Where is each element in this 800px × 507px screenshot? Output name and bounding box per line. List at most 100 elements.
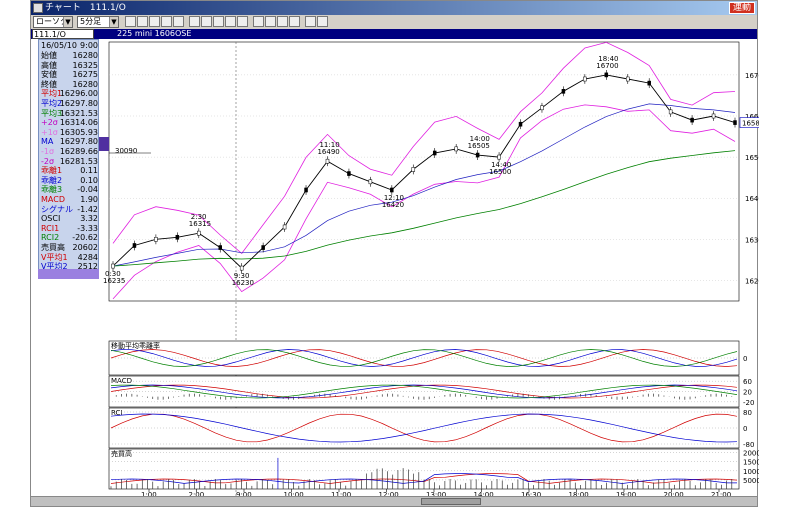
panel-row-value: 16296.00 xyxy=(59,89,98,99)
panel-row-value: 16280 xyxy=(72,51,98,60)
panel-row-label: 始値 xyxy=(41,51,57,60)
contract-label: 225 mini 1606 xyxy=(117,29,176,38)
scrollbar-thumb[interactable] xyxy=(421,498,481,505)
annotation-price: 16700 xyxy=(596,62,618,70)
price-panel-frame xyxy=(108,41,740,302)
time-tick-label: 18:00 xyxy=(569,491,589,499)
candle-body xyxy=(540,105,544,111)
eraser-tool-icon[interactable] xyxy=(265,16,276,27)
check-tool-icon[interactable] xyxy=(225,16,236,27)
time-tick-label: 19:00 xyxy=(616,491,636,499)
panel-row-value: 16297.80 xyxy=(59,137,98,147)
candle-body xyxy=(282,224,287,230)
help-tool-icon[interactable] xyxy=(289,16,300,27)
time-tick-label: 12:00 xyxy=(379,491,399,499)
candle-body xyxy=(561,89,566,94)
window-tool-icon[interactable] xyxy=(173,16,184,27)
panel-row: RCI1 -3.33 xyxy=(39,224,100,234)
chevron-down-icon: ▼ xyxy=(63,17,72,27)
candle-body xyxy=(432,150,437,156)
panel-row-value: -3.33 xyxy=(77,223,98,233)
current-price-label: 16584 xyxy=(742,120,759,128)
panel-row: 平均2 16297.80 xyxy=(39,99,100,109)
candle-body xyxy=(218,245,222,250)
annotation-price: 16230 xyxy=(232,279,254,287)
horizontal-scrollbar[interactable] xyxy=(31,496,757,506)
moving-average-line xyxy=(112,103,736,267)
symbol-input[interactable]: 111.1/O xyxy=(32,29,94,39)
panel-row-label: 乖離1 xyxy=(41,166,63,176)
cross-tool-icon[interactable] xyxy=(201,16,212,27)
sub-tick-label: 5000 xyxy=(743,477,759,485)
interval-select[interactable]: 5分足 ▼ xyxy=(77,16,119,28)
price-tick-label: 16400 xyxy=(745,195,759,203)
panel-row-label: 高値 xyxy=(41,60,57,70)
candle-body xyxy=(261,245,265,250)
candle-body xyxy=(454,146,458,152)
candle-body xyxy=(132,243,137,248)
panel-row-label: MACD xyxy=(41,195,65,204)
panel-row-label: OSCI xyxy=(41,214,61,224)
time-tick-label: 13:00 xyxy=(426,491,446,499)
pen-tool-icon[interactable] xyxy=(253,16,264,27)
candle-body xyxy=(197,230,201,236)
window-tool-icon[interactable] xyxy=(149,16,160,27)
print-tool-icon[interactable] xyxy=(277,16,288,27)
panel-row-value: 16280 xyxy=(72,79,98,89)
panel-row-label: -1σ xyxy=(41,147,55,156)
long-moving-average-line xyxy=(112,150,736,267)
price-tick-label: 16500 xyxy=(745,154,759,162)
indicator-line xyxy=(110,384,738,399)
candle-body xyxy=(733,120,737,125)
annotation-time: 14:40 xyxy=(491,161,511,169)
panel-row-value: 16281.53 xyxy=(59,156,98,166)
sub-tick-label: 20000 xyxy=(743,450,759,458)
panel-row: 終値 16280 xyxy=(39,80,100,90)
annotation-time: 12:10 xyxy=(384,194,404,202)
chart-type-value: ローソク xyxy=(36,17,68,26)
fan-tool-icon[interactable] xyxy=(213,16,224,27)
bollinger-lower-line xyxy=(112,104,736,300)
panel-marker xyxy=(38,269,99,279)
info-bar: 111.1/O 225 mini 1606 OSE xyxy=(31,29,757,39)
left-marker-block xyxy=(99,137,109,151)
search-tool-icon[interactable] xyxy=(305,16,316,27)
time-tick-label: 20:00 xyxy=(664,491,684,499)
panel-row: -2σ 16281.53 xyxy=(39,157,100,167)
candle-body xyxy=(347,171,351,176)
sub-tick-label: -20 xyxy=(743,399,754,407)
annotation-price: 16420 xyxy=(382,201,404,209)
annotation-time: 14:00 xyxy=(470,135,490,143)
settings-tool-icon[interactable] xyxy=(317,16,328,27)
panel-row: MA 16297.80 xyxy=(39,137,100,147)
panel-row: 売買高 20602 xyxy=(39,243,100,253)
panel-row: 乖離1 0.11 xyxy=(39,166,100,176)
time-tick-label: 16:30 xyxy=(521,491,541,499)
panel-row-label: V平均1 xyxy=(41,252,68,262)
price-line xyxy=(112,74,736,269)
candle-body xyxy=(497,154,501,160)
trendline-tool-icon[interactable] xyxy=(189,16,200,27)
window-tool-icon[interactable] xyxy=(137,16,148,27)
price-tick-label: 16700 xyxy=(745,72,759,80)
sub-tick-label: 60 xyxy=(743,378,752,386)
panel-row: シグナル -1.42 xyxy=(39,205,100,215)
zoom-tool-icon[interactable] xyxy=(237,16,248,27)
panel-row-label: +1σ xyxy=(41,127,58,137)
panel-row: 安値 16275 xyxy=(39,70,100,80)
time-tick-label: 14:00 xyxy=(474,491,494,499)
window-tool-icon[interactable] xyxy=(161,16,172,27)
link-button[interactable]: 連動 xyxy=(729,2,755,14)
time-tick-label: 1:00 xyxy=(141,491,157,499)
title-bar: チャート 111.1/O 連動 xyxy=(31,1,757,15)
panel-row-label: 乖離2 xyxy=(41,175,63,185)
chart-type-select[interactable]: ローソク ▼ xyxy=(33,16,73,28)
sub-panel-title: 売買高 xyxy=(111,449,132,458)
sub-tick-label: 15000 xyxy=(743,459,759,467)
candle-body xyxy=(668,109,673,115)
panel-row-value: 16297.80 xyxy=(59,99,98,108)
candle-tool-icon[interactable] xyxy=(125,16,136,27)
candle-body xyxy=(411,167,416,172)
